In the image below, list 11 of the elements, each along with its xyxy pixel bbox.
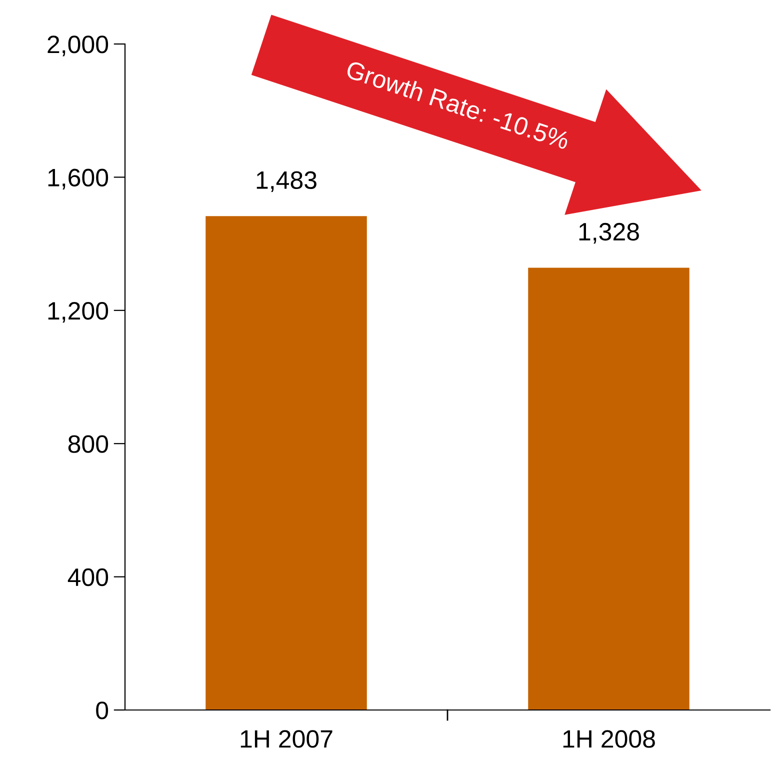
y-tick-label: 1,200 [48, 302, 108, 323]
y-tick-label: 0 [96, 702, 108, 720]
y-tick-label: 1,600 [48, 168, 108, 190]
data-label: 1,483 [256, 171, 316, 192]
y-tick-label: 800 [68, 435, 108, 453]
y-tick-label: 400 [68, 568, 108, 586]
data-label: 1,328 [579, 222, 639, 244]
x-tick-label: 1H 2008 [563, 730, 655, 748]
annotation: Growth Rate: -10.5% [345, 60, 571, 150]
x-tick-label: 1H 2007 [240, 730, 332, 748]
y-tick-label: 2,000 [48, 36, 108, 56]
